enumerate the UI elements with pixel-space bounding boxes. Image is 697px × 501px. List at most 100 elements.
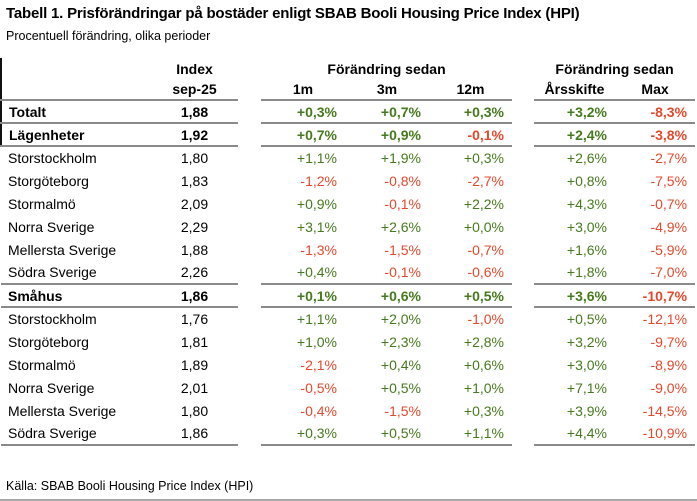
- cell-3m: +2,6%: [380, 218, 421, 235]
- table-row: Södra Sverige 2,26 +0,4% -0,1% -0,6% +1,8% -7,…: [1, 261, 696, 285]
- cell-max: -10,7%: [615, 284, 696, 308]
- table-row: Småhus 1,86 +0,1% +0,6% +0,5% +3,6% -10,7%: [1, 284, 696, 308]
- cell-3m: -1,5%: [384, 402, 421, 419]
- cell-index: 1,88: [180, 241, 209, 258]
- table-header: Index Förändring sedan Förändring sedan …: [0, 58, 696, 101]
- cell-12m: +2,2%: [463, 195, 505, 212]
- cell-12m: +0,3%: [429, 100, 513, 124]
- cell-3m: -0,1%: [384, 195, 421, 212]
- cell-max: -5,9%: [650, 241, 688, 258]
- table-row: Storstockholm 1,80 +1,1% +1,9% +0,3% +2,6% -2,…: [1, 146, 695, 169]
- cell-index: 2,29: [180, 218, 209, 235]
- cell-arsskifte: +0,5%: [566, 311, 608, 327]
- cell-1m: +0,1%: [261, 284, 345, 308]
- column-gap: [238, 353, 261, 376]
- cell-max: -3,8%: [615, 123, 696, 147]
- cell-max: -7,5%: [650, 172, 688, 189]
- cell-1m: +1,1%: [296, 150, 337, 166]
- cell-arsskifte: +3,6%: [534, 284, 616, 308]
- cell-arsskifte: +3,2%: [566, 333, 608, 350]
- cell-index: 1,83: [180, 172, 209, 189]
- cell-1m: -0,5%: [300, 379, 337, 396]
- header-group-row: Index Förändring sedan Förändring sedan: [0, 58, 695, 79]
- cell-index: 2,26: [151, 261, 238, 285]
- row-label: Mellersta Sverige: [8, 241, 117, 258]
- row-label: Norra Sverige: [8, 379, 95, 396]
- row-label: Stormalmö: [8, 195, 76, 212]
- cell-index: 1,88: [151, 100, 238, 124]
- cell-1m: +1,1%: [296, 311, 337, 327]
- column-gap: [238, 422, 261, 445]
- cell-1m: +0,4%: [261, 261, 345, 285]
- row-label: Norra Sverige: [8, 218, 95, 235]
- row-label: Södra Sverige: [1, 261, 151, 285]
- cell-3m: +1,9%: [380, 150, 421, 166]
- cell-1m: +3,1%: [296, 218, 337, 235]
- cell-arsskifte: +3,9%: [566, 402, 608, 419]
- header-3m: 3m: [345, 79, 429, 101]
- column-gap: [512, 215, 534, 238]
- row-label: Totalt: [0, 100, 151, 124]
- cell-arsskifte: +7,1%: [566, 379, 608, 396]
- cell-arsskifte: +1,8%: [534, 261, 616, 285]
- cell-index: 2,09: [180, 195, 209, 212]
- cell-1m: +0,9%: [296, 195, 337, 212]
- column-gap: [238, 79, 261, 100]
- cell-index: 1,80: [180, 150, 209, 166]
- row-label: Storgöteborg: [8, 172, 89, 189]
- cell-index: 1,86: [151, 284, 238, 308]
- cell-index: 1,81: [180, 333, 209, 350]
- column-gap: [512, 422, 534, 445]
- cell-1m: -1,2%: [300, 172, 337, 189]
- cell-12m: -2,7%: [467, 172, 505, 189]
- cell-max: -7,0%: [615, 261, 696, 285]
- column-gap: [512, 284, 534, 307]
- header-subcolumn-row: sep-25 1m 3m 12m Årsskifte Max: [0, 79, 696, 101]
- header-1m: 1m: [261, 79, 345, 101]
- cell-3m: -1,5%: [384, 241, 421, 258]
- cell-12m: +0,3%: [463, 402, 505, 419]
- column-gap: [512, 192, 534, 215]
- column-gap: [512, 100, 534, 123]
- column-gap: [238, 376, 261, 399]
- table-row: Totalt 1,88 +0,3% +0,7% +0,3% +3,2% -8,3%: [0, 100, 696, 124]
- column-gap: [238, 238, 261, 261]
- header-arsskifte: Årsskifte: [534, 79, 616, 101]
- cell-1m: +0,7%: [261, 123, 345, 147]
- header-sep-25: sep-25: [151, 79, 238, 101]
- cell-3m: +0,6%: [345, 284, 429, 308]
- cell-max: -9,7%: [650, 333, 688, 350]
- row-label: Stormalmö: [8, 356, 76, 373]
- cell-3m: +0,5%: [345, 422, 429, 446]
- row-label: Södra Sverige: [1, 422, 151, 446]
- cell-1m: -0,4%: [300, 402, 337, 419]
- column-gap: [512, 353, 534, 376]
- cell-arsskifte: +3,0%: [566, 356, 608, 373]
- cell-12m: -0,1%: [429, 123, 513, 147]
- cell-3m: +0,4%: [380, 356, 421, 373]
- column-gap: [512, 261, 534, 284]
- header-index-label: Index: [176, 60, 213, 77]
- cell-index: 1,92: [151, 123, 238, 147]
- cell-3m: +0,7%: [345, 100, 429, 124]
- table-body: Totalt 1,88 +0,3% +0,7% +0,3% +3,2% -8,3% Lägen…: [0, 100, 696, 446]
- cell-max: -12,1%: [642, 311, 688, 327]
- row-label: Småhus: [1, 284, 151, 308]
- table-row: Storgöteborg 1,81 +1,0% +2,3% +2,8% +3,2% -9,7…: [1, 330, 695, 353]
- cell-max: -4,9%: [650, 218, 688, 235]
- table-row: Storgöteborg 1,83 -1,2% -0,8% -2,7% +0,8% -7,5…: [1, 169, 695, 192]
- column-gap: [512, 238, 534, 261]
- header-12m: 12m: [429, 79, 513, 101]
- cell-3m: +2,0%: [380, 311, 421, 327]
- column-gap: [512, 399, 534, 422]
- cell-max: -0,7%: [650, 195, 688, 212]
- column-gap: [238, 169, 261, 192]
- table-row: Mellersta Sverige 1,88 -1,3% -1,5% -0,7% +1,6…: [1, 238, 695, 261]
- bottom-divider: [0, 499, 697, 501]
- cell-arsskifte: +3,0%: [566, 218, 608, 235]
- cell-index: 2,01: [180, 379, 209, 396]
- cell-12m: -1,0%: [467, 311, 505, 327]
- column-gap: [238, 123, 261, 146]
- header-empty-cell: [0, 58, 151, 79]
